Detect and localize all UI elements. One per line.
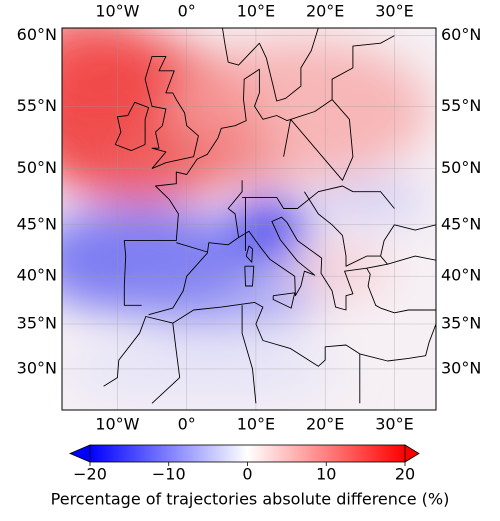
coastline <box>244 265 255 287</box>
lon-tick-label-top: 10°W <box>95 2 139 21</box>
coastline <box>245 245 253 263</box>
colorbar-tick-label: −10 <box>152 465 186 484</box>
lat-tick-label-right: 30°N <box>441 358 481 377</box>
map-frame <box>61 27 437 411</box>
coastline <box>304 191 381 267</box>
colorbar: −20 −10 0 10 20 <box>68 444 420 484</box>
coastline <box>283 99 354 181</box>
lat-tick-label-left: 55°N <box>17 96 57 115</box>
coastlines <box>103 28 436 404</box>
lat-tick-label-left: 60°N <box>17 25 57 44</box>
colorbar-label: Percentage of trajectories absolute diff… <box>51 490 450 509</box>
lat-tick-label-right: 45°N <box>441 214 481 233</box>
colorbar-gradient <box>89 444 406 463</box>
coastline <box>222 28 319 102</box>
lon-tick-label-top: 10°E <box>237 2 275 21</box>
map-area <box>62 28 436 410</box>
lat-tick-label-right: 60°N <box>441 25 481 44</box>
colorbar-tick-label: 0 <box>242 465 252 484</box>
coastline <box>272 292 296 309</box>
lat-tick-label-left: 35°N <box>17 313 57 332</box>
lat-tick-label-left: 45°N <box>17 214 57 233</box>
coastline <box>151 323 181 404</box>
coastline <box>227 180 243 238</box>
colorbar-tick-label: 10 <box>316 465 336 484</box>
coastline <box>176 242 208 253</box>
lat-tick-label-right: 40°N <box>441 266 481 285</box>
lon-tick-label-bottom: 10°E <box>237 415 275 434</box>
colorbar-extension-high <box>404 444 420 463</box>
coastline <box>148 216 436 316</box>
lat-tick-label-right: 50°N <box>441 158 481 177</box>
lon-tick-label-bottom: 0° <box>178 415 196 434</box>
coastline <box>123 35 395 306</box>
colorbar-extension-low <box>68 444 91 463</box>
lon-tick-label-bottom: 10°W <box>95 415 139 434</box>
coastline <box>114 101 150 152</box>
lat-tick-label-right: 55°N <box>441 96 481 115</box>
coastline <box>387 255 436 265</box>
lat-tick-label-right: 35°N <box>441 313 481 332</box>
colorbar-tick-label: −20 <box>73 465 107 484</box>
lon-tick-label-top: 0° <box>178 2 196 21</box>
lat-tick-label-left: 50°N <box>17 158 57 177</box>
difference-field <box>62 28 430 400</box>
lon-tick-label-top: 20°E <box>306 2 344 21</box>
lat-tick-label-left: 30°N <box>17 358 57 377</box>
lon-tick-label-bottom: 20°E <box>306 415 344 434</box>
lat-tick-label-left: 40°N <box>17 266 57 285</box>
coastline <box>144 55 199 170</box>
coastline <box>241 305 257 404</box>
coastline <box>242 185 395 209</box>
lon-tick-label-bottom: 30°E <box>375 415 413 434</box>
lon-tick-label-top: 30°E <box>375 2 413 21</box>
colorbar-tick-label: 20 <box>395 465 415 484</box>
coastline <box>103 301 436 387</box>
